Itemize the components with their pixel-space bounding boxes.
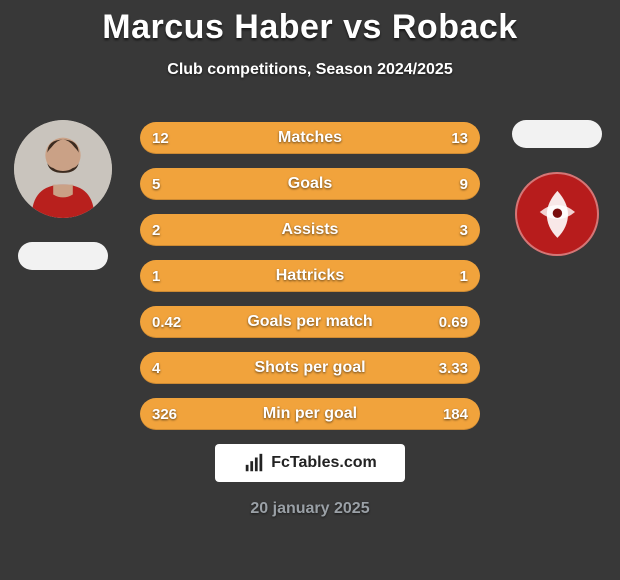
- stat-left-value: 4: [152, 360, 198, 377]
- stat-right-value: 1: [422, 268, 468, 285]
- player-left-column: [8, 120, 118, 270]
- chart-icon: [243, 452, 265, 474]
- source-badge: FcTables.com: [215, 444, 405, 482]
- stat-left-value: 0.42: [152, 314, 198, 331]
- source-text: FcTables.com: [271, 454, 377, 472]
- stat-left-value: 12: [152, 130, 198, 147]
- person-icon: [14, 120, 112, 218]
- subtitle: Club competitions, Season 2024/2025: [0, 61, 620, 79]
- stat-row: 5 Goals 9: [140, 168, 480, 200]
- stat-right-value: 0.69: [422, 314, 468, 331]
- stat-right-value: 3: [422, 222, 468, 239]
- stat-row: 12 Matches 13: [140, 122, 480, 154]
- stat-label: Hattricks: [276, 267, 344, 285]
- stat-right-value: 9: [422, 176, 468, 193]
- stat-left-value: 2: [152, 222, 198, 239]
- page-title: Marcus Haber vs Roback: [0, 0, 620, 47]
- stat-label: Min per goal: [263, 405, 357, 423]
- stat-label: Goals per match: [247, 313, 372, 331]
- date-text: 20 january 2025: [0, 500, 620, 518]
- stat-right-value: 3.33: [422, 360, 468, 377]
- stat-label: Assists: [282, 221, 339, 239]
- stat-left-value: 5: [152, 176, 198, 193]
- player-right-club-badge: [512, 120, 602, 148]
- stat-label: Goals: [288, 175, 332, 193]
- stat-left-value: 326: [152, 406, 198, 423]
- stat-label: Shots per goal: [254, 359, 365, 377]
- stat-row: 2 Assists 3: [140, 214, 480, 246]
- stat-left-value: 1: [152, 268, 198, 285]
- player-right-club-crest: [515, 172, 599, 256]
- stat-right-value: 184: [422, 406, 468, 423]
- player-right-column: [502, 120, 612, 256]
- stats-list: 12 Matches 13 5 Goals 9 2 Assists 3 1 Ha…: [140, 122, 480, 430]
- comparison-card: Marcus Haber vs Roback Club competitions…: [0, 0, 620, 580]
- stat-right-value: 13: [422, 130, 468, 147]
- player-left-avatar: [14, 120, 112, 218]
- stat-row: 1 Hattricks 1: [140, 260, 480, 292]
- stat-label: Matches: [278, 129, 342, 147]
- player-left-club-badge: [18, 242, 108, 270]
- stat-row: 4 Shots per goal 3.33: [140, 352, 480, 384]
- crest-icon: [528, 185, 587, 244]
- stat-row: 0.42 Goals per match 0.69: [140, 306, 480, 338]
- stat-row: 326 Min per goal 184: [140, 398, 480, 430]
